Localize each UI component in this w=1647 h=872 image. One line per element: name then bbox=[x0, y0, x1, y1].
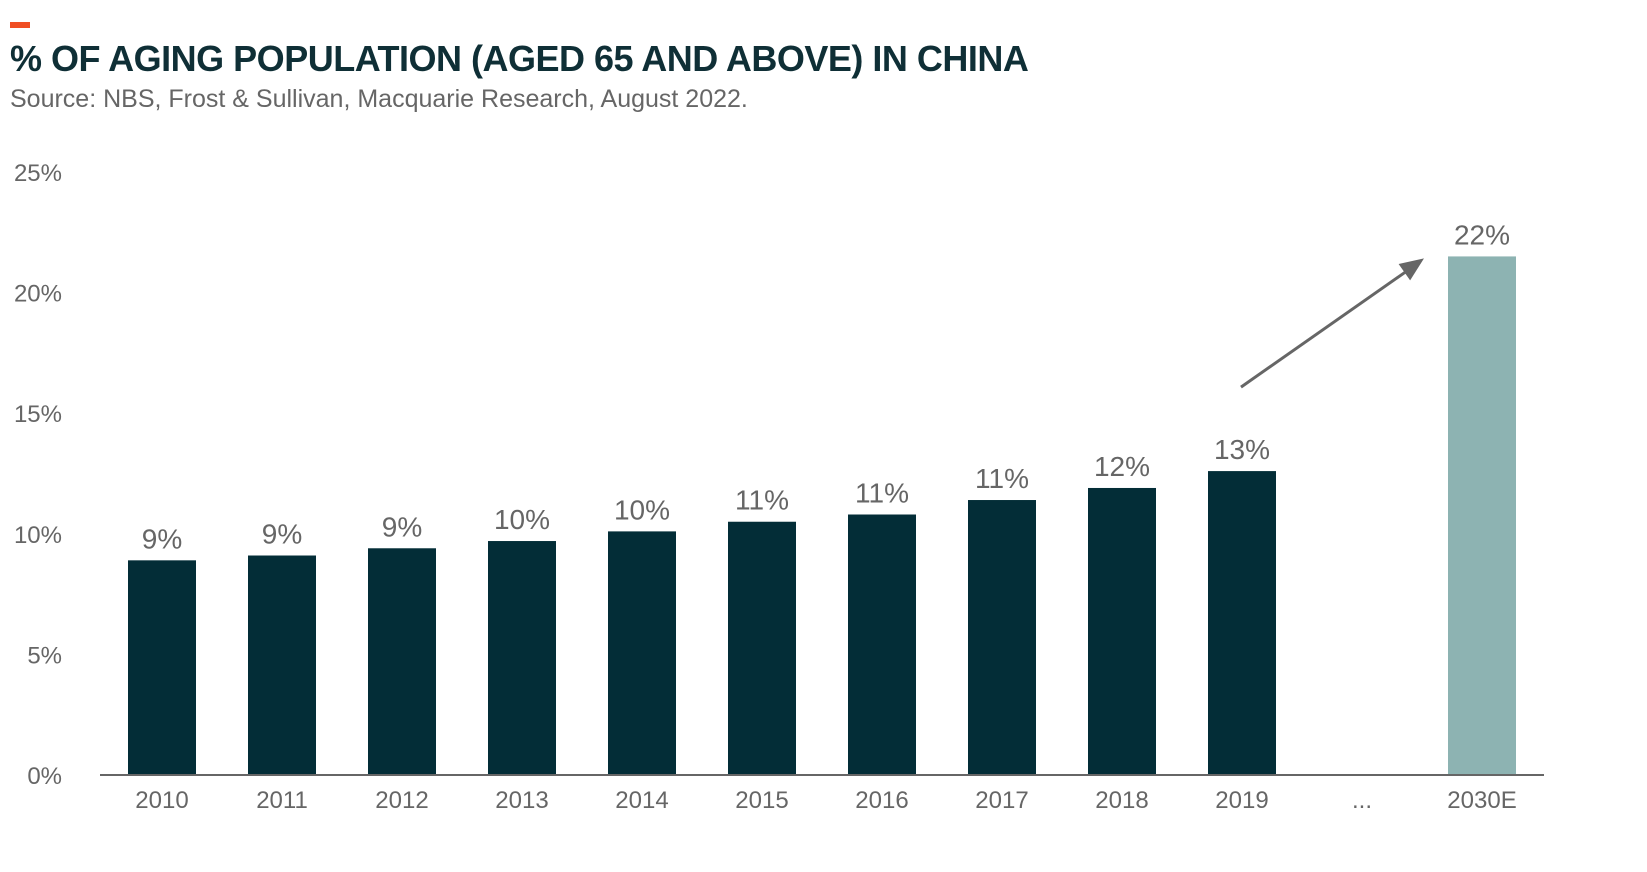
data-label: 22% bbox=[1454, 219, 1510, 250]
bar bbox=[368, 548, 436, 775]
data-label: 13% bbox=[1214, 434, 1270, 465]
bar bbox=[1448, 256, 1516, 775]
data-label: 11% bbox=[975, 463, 1029, 494]
chart-title: % OF AGING POPULATION (AGED 65 AND ABOVE… bbox=[10, 38, 1029, 79]
bar bbox=[1088, 487, 1156, 775]
x-tick-label: 2012 bbox=[375, 787, 428, 814]
trend-arrow-line bbox=[1240, 266, 1413, 389]
data-label: 9% bbox=[382, 511, 422, 542]
bar bbox=[728, 521, 796, 775]
x-tick-label: 2016 bbox=[855, 787, 908, 814]
y-tick-label: 5% bbox=[27, 642, 62, 669]
y-tick-label: 15% bbox=[14, 401, 62, 428]
data-label: 11% bbox=[735, 485, 789, 516]
x-tick-label: 2013 bbox=[495, 787, 548, 814]
data-label: 12% bbox=[1094, 451, 1150, 482]
trend-arrow-head-icon bbox=[1398, 258, 1424, 281]
x-tick-label: 2018 bbox=[1095, 787, 1148, 814]
bar bbox=[968, 500, 1036, 775]
x-tick-label: 2030E bbox=[1447, 787, 1516, 814]
x-tick-label: 2011 bbox=[256, 787, 308, 814]
x-tick-label: 2017 bbox=[975, 787, 1028, 814]
y-tick-label: 25% bbox=[14, 160, 62, 187]
bar bbox=[488, 541, 556, 775]
y-tick-label: 10% bbox=[14, 522, 62, 549]
x-tick-label: 2015 bbox=[735, 787, 788, 814]
bar bbox=[608, 531, 676, 775]
x-tick-label: 2014 bbox=[615, 787, 668, 814]
data-label: 10% bbox=[494, 504, 550, 535]
x-tick-label: 2019 bbox=[1215, 787, 1268, 814]
x-tick-label: ... bbox=[1352, 787, 1372, 814]
chart-source: Source: NBS, Frost & Sullivan, Macquarie… bbox=[10, 85, 748, 113]
bar bbox=[848, 514, 916, 775]
data-label: 11% bbox=[855, 478, 909, 509]
data-label: 10% bbox=[614, 494, 670, 525]
data-label: 9% bbox=[262, 519, 302, 550]
bar bbox=[248, 555, 316, 775]
bar bbox=[128, 560, 196, 775]
bar bbox=[1208, 471, 1276, 775]
y-tick-label: 0% bbox=[27, 763, 62, 790]
y-tick-label: 20% bbox=[14, 281, 62, 308]
x-tick-label: 2010 bbox=[135, 787, 188, 814]
data-label: 9% bbox=[142, 523, 182, 554]
accent-bar bbox=[10, 22, 30, 28]
